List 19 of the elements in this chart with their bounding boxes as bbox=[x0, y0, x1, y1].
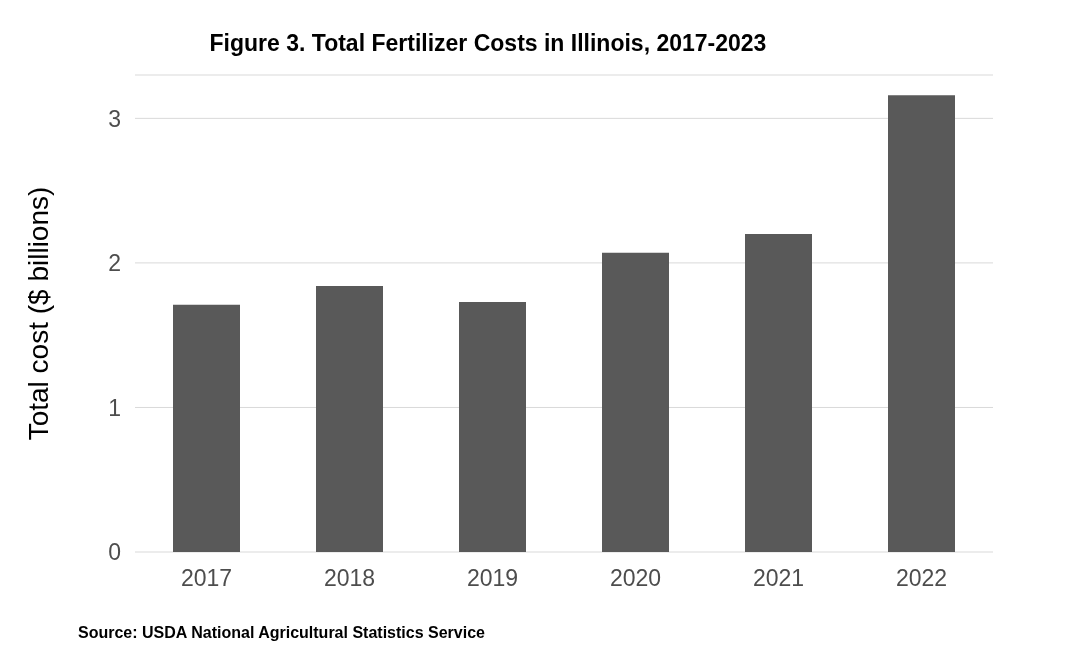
x-tick-label: 2020 bbox=[609, 565, 662, 592]
bar bbox=[459, 301, 526, 552]
y-tick-label: 2 bbox=[108, 250, 121, 277]
source-note: Source: USDA National Agricultural Statistics Service bbox=[78, 624, 485, 642]
bar bbox=[888, 95, 955, 552]
y-tick-label: 3 bbox=[108, 105, 121, 132]
x-tick-label: 2021 bbox=[752, 565, 805, 592]
y-tick-label: 1 bbox=[108, 394, 121, 421]
bar bbox=[745, 234, 812, 552]
y-axis-title: Total cost ($ billions) bbox=[22, 186, 54, 441]
x-tick-label: 2022 bbox=[895, 565, 948, 592]
x-tick-label: 2019 bbox=[466, 565, 519, 592]
bar bbox=[602, 252, 669, 552]
bar bbox=[173, 304, 240, 552]
x-tick-label: 2017 bbox=[180, 565, 233, 592]
bar bbox=[316, 286, 383, 552]
y-tick-label: 0 bbox=[108, 539, 121, 566]
x-tick-label: 2018 bbox=[323, 565, 376, 592]
chart-title: Figure 3. Total Fertilizer Costs in Illinois, 2017-2023 bbox=[208, 30, 768, 57]
